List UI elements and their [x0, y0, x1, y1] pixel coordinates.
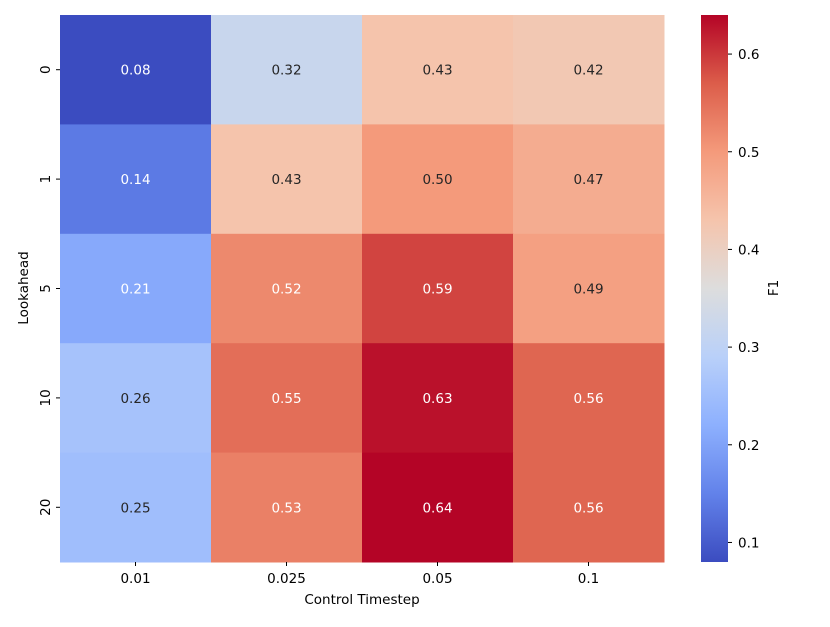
- heatmap-cell: [211, 343, 363, 454]
- cell-annotation: 0.32: [271, 63, 301, 79]
- y-tick-label: 1: [38, 175, 54, 184]
- x-tick-label: 0.01: [120, 571, 150, 587]
- x-tick-label: 0.05: [422, 571, 452, 587]
- cell-annotation: 0.56: [573, 500, 603, 516]
- cell-annotation: 0.63: [422, 391, 452, 407]
- heatmap-cell: [211, 124, 363, 235]
- cell-annotation: 0.56: [573, 391, 603, 407]
- heatmap-cell: [60, 15, 212, 125]
- colorbar-label: F1: [766, 280, 782, 296]
- colorbar-tick-label: 0.2: [738, 438, 759, 454]
- heatmap-cell: [60, 343, 212, 454]
- colorbar-tick-label: 0.4: [738, 242, 759, 258]
- heatmap-cell: [513, 452, 665, 563]
- cell-annotation: 0.47: [573, 172, 603, 188]
- heatmap-cell: [211, 233, 363, 344]
- heatmap-cell: [362, 15, 514, 125]
- cell-annotation: 0.50: [422, 172, 452, 188]
- heatmap-cell: [362, 452, 514, 563]
- heatmap-cell: [513, 233, 665, 344]
- colorbar-tick-label: 0.5: [738, 145, 759, 161]
- heatmap-cell: [362, 343, 514, 454]
- cell-annotation: 0.49: [573, 282, 603, 298]
- y-tick-label: 20: [38, 499, 54, 516]
- cell-annotation: 0.64: [422, 500, 452, 516]
- cell-annotation: 0.25: [120, 500, 150, 516]
- cell-annotation: 0.26: [120, 391, 150, 407]
- x-tick-label: 0.1: [578, 571, 599, 587]
- heatmap-cell: [362, 124, 514, 235]
- heatmap-cell: [211, 15, 363, 125]
- cell-annotation: 0.53: [271, 500, 301, 516]
- colorbar: [701, 15, 728, 562]
- cell-annotation: 0.42: [573, 63, 603, 79]
- colorbar-tick-label: 0.3: [738, 340, 759, 356]
- heatmap-cells: 0.08 0.32 0.43 0.42 0.14 0.43 0.50 0.47 0.21 0.52…: [60, 15, 665, 563]
- x-tick-label: 0.025: [267, 571, 306, 587]
- cell-annotation: 0.43: [271, 172, 301, 188]
- x-axis-label: Control Timestep: [304, 592, 419, 608]
- y-axis-ticks: 0 1 5 10 20: [38, 65, 60, 516]
- cell-annotation: 0.55: [271, 391, 301, 407]
- y-axis-label: Lookahead: [16, 251, 32, 324]
- y-tick-label: 5: [38, 284, 54, 293]
- heatmap-cell: [211, 452, 363, 563]
- x-axis-ticks: 0.01 0.025 0.05 0.1: [120, 562, 599, 587]
- colorbar-tick-label: 0.6: [738, 47, 759, 63]
- cell-annotation: 0.52: [271, 282, 301, 298]
- cell-annotation: 0.21: [120, 282, 150, 298]
- y-tick-label: 10: [38, 389, 54, 406]
- heatmap-cell: [60, 452, 212, 563]
- colorbar-tick-label: 0.1: [738, 535, 759, 551]
- heatmap-cell: [362, 233, 514, 344]
- cell-annotation: 0.08: [120, 63, 150, 79]
- cell-annotation: 0.14: [120, 172, 150, 188]
- cell-annotation: 0.59: [422, 282, 452, 298]
- heatmap-cell: [60, 124, 212, 235]
- cell-annotation: 0.43: [422, 63, 452, 79]
- heatmap-cell: [513, 124, 665, 235]
- heatmap-cell: [60, 233, 212, 344]
- y-tick-label: 0: [38, 65, 54, 74]
- heatmap-cell: [513, 343, 665, 454]
- heatmap-cell: [513, 15, 665, 125]
- colorbar-ticks: 0.1 0.2 0.3 0.4 0.5 0.6: [728, 47, 759, 551]
